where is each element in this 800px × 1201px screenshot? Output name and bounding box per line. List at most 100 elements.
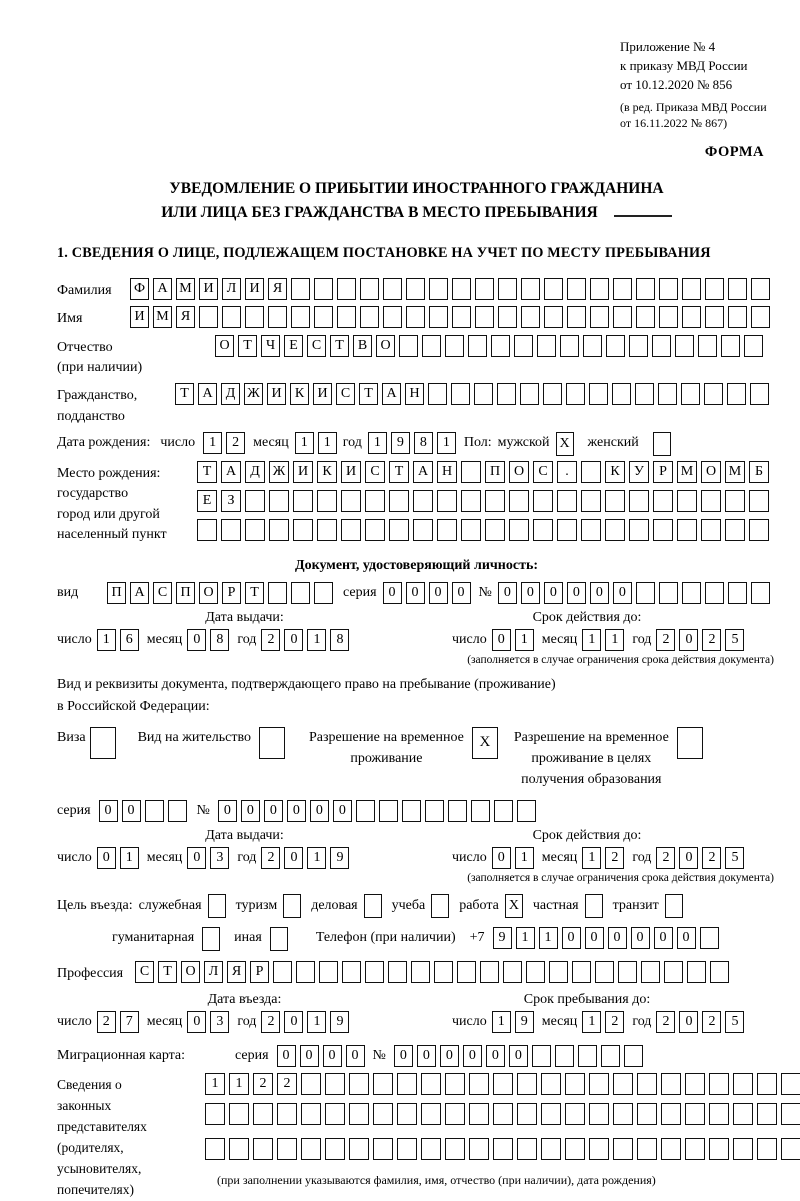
cell-box[interactable]	[612, 383, 631, 406]
cell-box[interactable]: Я	[268, 278, 287, 301]
cell-box[interactable]	[757, 1103, 777, 1126]
cell-box[interactable]	[531, 1045, 551, 1068]
legal-reps-cells-row3[interactable]	[205, 1138, 800, 1161]
cell-box[interactable]	[445, 1138, 465, 1161]
cell-box[interactable]: 0	[187, 846, 207, 869]
cell-box[interactable]: Р	[250, 960, 269, 983]
cell-box[interactable]	[325, 1073, 345, 1096]
cell-box[interactable]: 1	[307, 1011, 327, 1034]
cell-box[interactable]: 0	[322, 1045, 342, 1068]
cell-box[interactable]	[349, 1103, 369, 1126]
cell-box[interactable]	[413, 518, 433, 541]
cell-box[interactable]: 2	[656, 628, 676, 651]
cell-box[interactable]	[517, 1103, 537, 1126]
cell-box[interactable]	[727, 581, 747, 604]
cell-box[interactable]	[341, 518, 361, 541]
cell-box[interactable]	[677, 518, 697, 541]
cell-box[interactable]: С	[135, 960, 154, 983]
cell-box[interactable]	[636, 278, 655, 301]
sex-female-checkbox[interactable]	[652, 431, 671, 456]
cell-box[interactable]	[205, 1138, 225, 1161]
cell-box[interactable]	[583, 334, 602, 357]
cell-box[interactable]	[757, 1138, 777, 1161]
cell-box[interactable]: 2	[226, 431, 246, 454]
cell-box[interactable]: 0	[485, 1045, 505, 1068]
cell-box[interactable]	[325, 1138, 345, 1161]
cell-box[interactable]	[653, 489, 673, 512]
cell-box[interactable]: 0	[299, 1045, 319, 1068]
cell-box[interactable]: 2	[656, 846, 676, 869]
cell-box[interactable]	[445, 1073, 465, 1096]
cell-box[interactable]	[567, 306, 586, 329]
cell-box[interactable]	[749, 489, 769, 512]
cell-box[interactable]	[349, 1073, 369, 1096]
cell-box[interactable]	[749, 518, 769, 541]
cell-box[interactable]	[721, 334, 740, 357]
cell-box[interactable]	[605, 489, 625, 512]
cell-box[interactable]: М	[725, 460, 745, 483]
cell-box[interactable]	[613, 1103, 633, 1126]
cell-box[interactable]	[533, 518, 553, 541]
cell-box[interactable]: Ж	[269, 460, 289, 483]
cell-box[interactable]: О	[376, 334, 395, 357]
cell-box[interactable]	[699, 926, 719, 949]
cell-box[interactable]: 1	[317, 431, 337, 454]
cell-box[interactable]: 7	[119, 1011, 139, 1034]
cell-box[interactable]	[373, 1073, 393, 1096]
cell-box[interactable]	[637, 1138, 657, 1161]
cell-box[interactable]: 1	[582, 1011, 602, 1034]
cell-box[interactable]	[378, 799, 398, 822]
cell-box[interactable]	[480, 960, 499, 983]
cell-box[interactable]	[635, 383, 654, 406]
cell-box[interactable]: 0	[543, 581, 563, 604]
cell-box[interactable]	[273, 960, 292, 983]
cell-box[interactable]: 0	[187, 1011, 207, 1034]
cell-box[interactable]	[365, 960, 384, 983]
cell-box[interactable]	[605, 518, 625, 541]
temp-residence-checkbox[interactable]: X	[471, 726, 498, 759]
cell-box[interactable]	[727, 383, 746, 406]
cell-box[interactable]	[411, 960, 430, 983]
cell-box[interactable]: 1	[514, 846, 534, 869]
cell-box[interactable]	[543, 383, 562, 406]
cell-box[interactable]	[709, 1103, 729, 1126]
cell-box[interactable]: 0	[630, 926, 650, 949]
cell-box[interactable]: В	[353, 334, 372, 357]
cell-box[interactable]: 0	[491, 628, 511, 651]
purpose-humanitarian-checkbox[interactable]	[202, 926, 221, 951]
cell-box[interactable]	[317, 489, 337, 512]
cell-box[interactable]	[637, 1103, 657, 1126]
cell-box[interactable]	[710, 960, 729, 983]
cell-box[interactable]	[705, 278, 724, 301]
cell-box[interactable]: 5	[725, 846, 745, 869]
cell-box[interactable]: С	[365, 460, 385, 483]
cell-box[interactable]	[606, 334, 625, 357]
cell-box[interactable]	[314, 581, 333, 604]
cell-box[interactable]: Т	[238, 334, 257, 357]
cell-box[interactable]	[637, 1073, 657, 1096]
cell-box[interactable]: И	[313, 383, 332, 406]
cell-box[interactable]: 2	[702, 628, 722, 651]
cell-box[interactable]: 1	[367, 431, 387, 454]
cell-box[interactable]: 3	[210, 846, 230, 869]
cell-box[interactable]	[520, 383, 539, 406]
cell-box[interactable]	[589, 1073, 609, 1096]
cell-box[interactable]	[457, 960, 476, 983]
cell-box[interactable]: 1	[538, 926, 558, 949]
cell-box[interactable]	[517, 1138, 537, 1161]
cell-box[interactable]	[544, 306, 563, 329]
cell-box[interactable]: 0	[462, 1045, 482, 1068]
cell-box[interactable]	[589, 383, 608, 406]
cell-box[interactable]: 9	[330, 846, 350, 869]
cell-box[interactable]	[397, 1073, 417, 1096]
cell-box[interactable]	[557, 518, 577, 541]
cell-box[interactable]	[659, 306, 678, 329]
cell-box[interactable]	[661, 1103, 681, 1126]
cell-box[interactable]	[269, 489, 289, 512]
cell-box[interactable]	[613, 278, 632, 301]
